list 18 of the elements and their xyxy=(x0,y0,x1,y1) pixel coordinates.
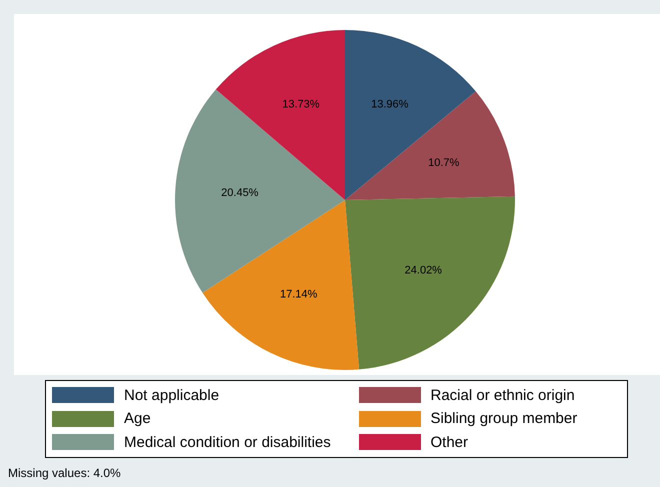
pie-slice xyxy=(345,91,515,200)
data-label: 10.7% xyxy=(428,157,460,170)
legend-label: Sibling group member xyxy=(430,410,578,428)
text: Missing values: 4.0% xyxy=(8,466,121,480)
pie-slice xyxy=(345,30,476,200)
legend-label: Racial or ethnic origin xyxy=(430,386,575,404)
legend-label: Other xyxy=(430,434,468,451)
data-label: 24.02% xyxy=(404,264,442,277)
pie-slice xyxy=(345,196,515,370)
legend-label: Medical condition or disabilities xyxy=(124,434,331,451)
pie-slice xyxy=(216,30,345,200)
legend-label: Not applicable xyxy=(124,386,220,404)
data-label: 13.73% xyxy=(282,98,320,110)
data-label: 13.96% xyxy=(371,98,409,111)
data-label: 17.14% xyxy=(280,288,318,301)
legend-label: Age xyxy=(124,410,151,428)
data-label: 20.45% xyxy=(221,187,259,200)
pie-slice xyxy=(202,200,360,370)
